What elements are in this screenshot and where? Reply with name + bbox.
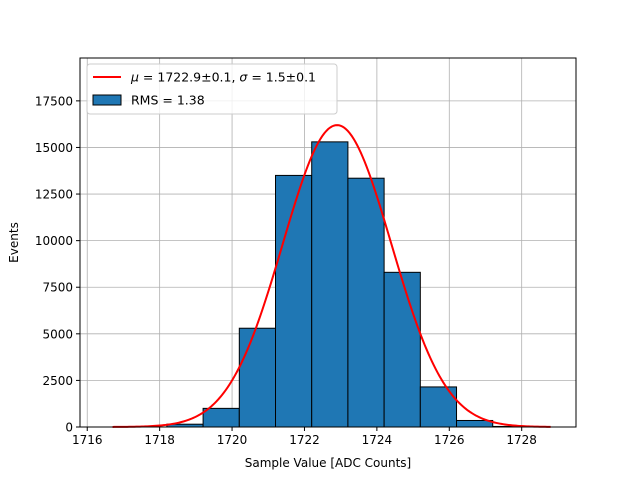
y-tick-label: 10000 [35,234,73,248]
x-axis-ticks: 1716 1718 1720 1722 1724 1726 1728 [72,427,537,447]
x-tick-label: 1722 [289,433,320,447]
x-axis-label: Sample Value [ADC Counts] [245,456,411,470]
histogram-bar [275,174,313,428]
x-tick-label: 1720 [217,433,248,447]
y-axis-label: Events [7,222,21,263]
x-tick-label: 1724 [362,433,393,447]
legend-fit-label: μ = 1722.9±0.1, σ = 1.5±0.1 [130,70,316,85]
legend-rms-label: RMS = 1.38 [131,93,205,108]
y-axis-ticks: 0 2500 5000 7500 10000 12500 15000 17500 [35,94,80,435]
plot-frame [79,57,577,428]
histogram-bar [383,271,421,428]
histogram-bar [238,327,277,428]
gaussian-fit-curve [112,124,551,428]
x-tick-label: 1716 [72,433,103,447]
legend-mu-symbol: μ [130,70,139,85]
x-tick-label: 1718 [144,433,175,447]
histogram-bar [347,177,385,428]
y-tick-label: 2500 [42,374,73,388]
y-tick-label: 17500 [35,94,73,108]
legend-mu-value: = 1722.9±0.1, [139,70,239,85]
histogram-bar [311,141,349,428]
histogram-bars [166,141,530,428]
legend: μ = 1722.9±0.1, σ = 1.5±0.1 RMS = 1.38 [86,63,338,115]
legend-sigma-value: = 1.5±0.1 [247,70,316,85]
legend-box [86,63,338,115]
legend-histogram-swatch [92,94,122,106]
y-tick-label: 0 [65,421,73,435]
x-tick-label: 1728 [506,433,537,447]
y-tick-label: 7500 [42,281,73,295]
y-tick-label: 5000 [42,327,73,341]
y-tick-label: 15000 [35,141,73,155]
x-tick-label: 1726 [434,433,465,447]
gaussian-fit-layer [112,124,551,428]
y-tick-label: 12500 [35,188,73,202]
legend-sigma-symbol: σ [239,70,248,85]
histogram-bar [202,407,240,428]
